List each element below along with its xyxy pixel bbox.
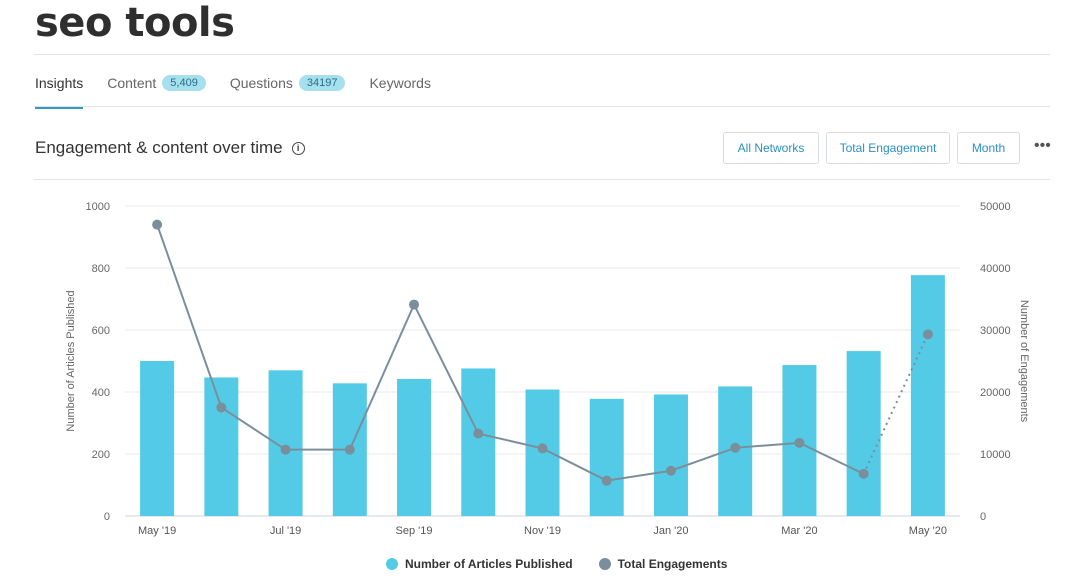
x-tick-label: Mar '20 xyxy=(781,525,817,537)
bar xyxy=(140,361,175,516)
tab-questions-label: Questions xyxy=(229,75,293,91)
tab-insights[interactable]: Insights xyxy=(35,63,84,109)
tab-keywords[interactable]: Keywords xyxy=(369,63,430,103)
y-right-tick-label: 40000 xyxy=(980,263,1011,275)
total-engagement-button[interactable]: Total Engagement xyxy=(826,132,950,164)
tab-keywords-label: Keywords xyxy=(369,75,431,91)
section-title: Engagement & content over time xyxy=(35,138,283,157)
y-left-axis-title: Number of Articles Published xyxy=(65,290,77,431)
engagement-point xyxy=(216,402,227,413)
engagement-point xyxy=(794,437,805,448)
engagement-point xyxy=(537,443,548,454)
x-tick-label: May '20 xyxy=(909,525,947,537)
legend-item-articles[interactable]: Number of Articles Published xyxy=(386,557,573,571)
engagement-point xyxy=(280,444,291,455)
engagement-point xyxy=(409,299,420,310)
y-left-tick-label: 200 xyxy=(92,449,110,461)
y-right-tick-label: 0 xyxy=(980,511,986,523)
tab-bar: Insights Content 5,409 Questions 34197 K… xyxy=(35,60,455,109)
y-right-tick-label: 10000 xyxy=(980,449,1011,461)
engagement-point xyxy=(730,442,741,453)
y-left-tick-label: 0 xyxy=(104,511,110,523)
legend-item-engagements[interactable]: Total Engagements xyxy=(598,557,728,571)
more-options-icon[interactable]: ••• xyxy=(1034,137,1051,154)
engagement-point xyxy=(665,465,676,476)
x-tick-label: Jan '20 xyxy=(653,525,688,537)
y-left-tick-label: 800 xyxy=(92,263,110,275)
section-divider xyxy=(34,179,1050,180)
y-right-tick-label: 20000 xyxy=(980,387,1011,399)
bar xyxy=(204,377,239,516)
content-count-badge: 5,409 xyxy=(162,75,206,91)
x-tick-label: May '19 xyxy=(138,525,176,537)
bar xyxy=(397,378,432,516)
tabs-divider xyxy=(34,106,1050,107)
questions-count-badge: 34197 xyxy=(298,75,346,91)
bar xyxy=(846,351,881,516)
bar xyxy=(910,275,945,516)
bar xyxy=(653,394,688,516)
all-networks-button[interactable]: All Networks xyxy=(723,132,819,164)
legend-label-engagements: Total Engagements xyxy=(617,557,728,571)
y-right-axis-title: Number of Engagements xyxy=(1018,300,1030,423)
info-icon[interactable]: i xyxy=(291,141,305,155)
y-left-tick-label: 400 xyxy=(92,387,110,399)
page-title: seo tools xyxy=(35,0,235,46)
engagement-point xyxy=(152,219,163,230)
engagement-line xyxy=(156,224,865,482)
title-divider xyxy=(34,54,1050,55)
bar xyxy=(589,398,624,516)
y-left-tick-label: 1000 xyxy=(86,201,110,213)
y-right-tick-label: 50000 xyxy=(980,201,1011,213)
month-button[interactable]: Month xyxy=(957,132,1020,164)
legend-label-articles: Number of Articles Published xyxy=(405,557,573,571)
section-header: Engagement & content over time i xyxy=(35,138,305,158)
tab-questions[interactable]: Questions 34197 xyxy=(230,63,346,103)
engagement-point xyxy=(344,444,355,455)
engagement-chart: 0200400600800100001000020000300004000050… xyxy=(65,201,1030,537)
engagement-projection-line xyxy=(862,333,929,475)
engagement-point xyxy=(858,468,869,479)
tab-insights-label: Insights xyxy=(35,75,84,91)
x-tick-label: Nov '19 xyxy=(524,525,561,537)
legend-swatch-articles xyxy=(386,558,398,570)
bar xyxy=(268,370,303,516)
y-left-tick-label: 600 xyxy=(92,325,110,337)
y-right-tick-label: 30000 xyxy=(980,325,1011,337)
legend-swatch-engagements xyxy=(598,558,611,570)
tab-content[interactable]: Content 5,409 xyxy=(107,63,206,103)
bar xyxy=(461,368,496,516)
tab-content-label: Content xyxy=(107,75,157,91)
engagement-point xyxy=(473,428,484,439)
engagement-point xyxy=(601,475,612,486)
x-tick-label: Jul '19 xyxy=(270,525,301,537)
chart-legend: Number of Articles Published Total Engag… xyxy=(386,557,753,571)
engagement-point xyxy=(922,329,933,340)
x-tick-label: Sep '19 xyxy=(396,525,433,537)
